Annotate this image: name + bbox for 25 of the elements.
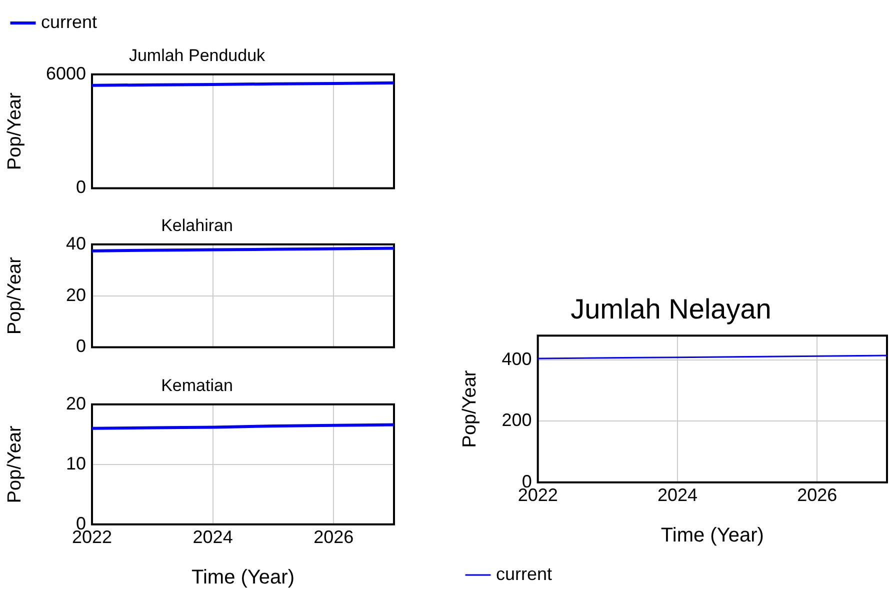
chart-title: Kematian xyxy=(161,376,233,395)
x-axis-title: Time (Year) xyxy=(660,524,764,547)
y-axis-title: Pop/Year xyxy=(460,370,481,448)
x-tick-label: 2026 xyxy=(314,527,354,548)
chart-title: Jumlah Nelayan xyxy=(570,294,772,325)
y-axis-title: Pop/Year xyxy=(4,256,26,335)
y-tick-label: 10 xyxy=(66,453,86,474)
y-tick-label: 0 xyxy=(76,177,86,198)
x-tick-label: 2024 xyxy=(657,485,698,506)
y-tick-label: 40 xyxy=(66,233,86,254)
y-tick-label: 0 xyxy=(76,336,86,356)
y-tick-label: 20 xyxy=(66,393,86,414)
y-axis-title: Pop/Year xyxy=(4,92,26,170)
chart-title: Jumlah Penduduk xyxy=(128,46,266,65)
legend-label: current xyxy=(41,12,98,32)
chart-title: Kelahiran xyxy=(161,216,233,235)
x-tick-label: 2024 xyxy=(192,527,233,548)
y-tick-label: 400 xyxy=(502,349,532,370)
y-axis-title: Pop/Year xyxy=(4,424,26,504)
y-tick-label: 20 xyxy=(66,284,86,305)
x-axis-title: Time (Year) xyxy=(192,566,294,589)
y-tick-label: 200 xyxy=(502,410,532,430)
x-tick-label: 2026 xyxy=(797,485,838,506)
legend-label: current xyxy=(496,564,552,584)
y-tick-label: 6000 xyxy=(46,63,86,84)
